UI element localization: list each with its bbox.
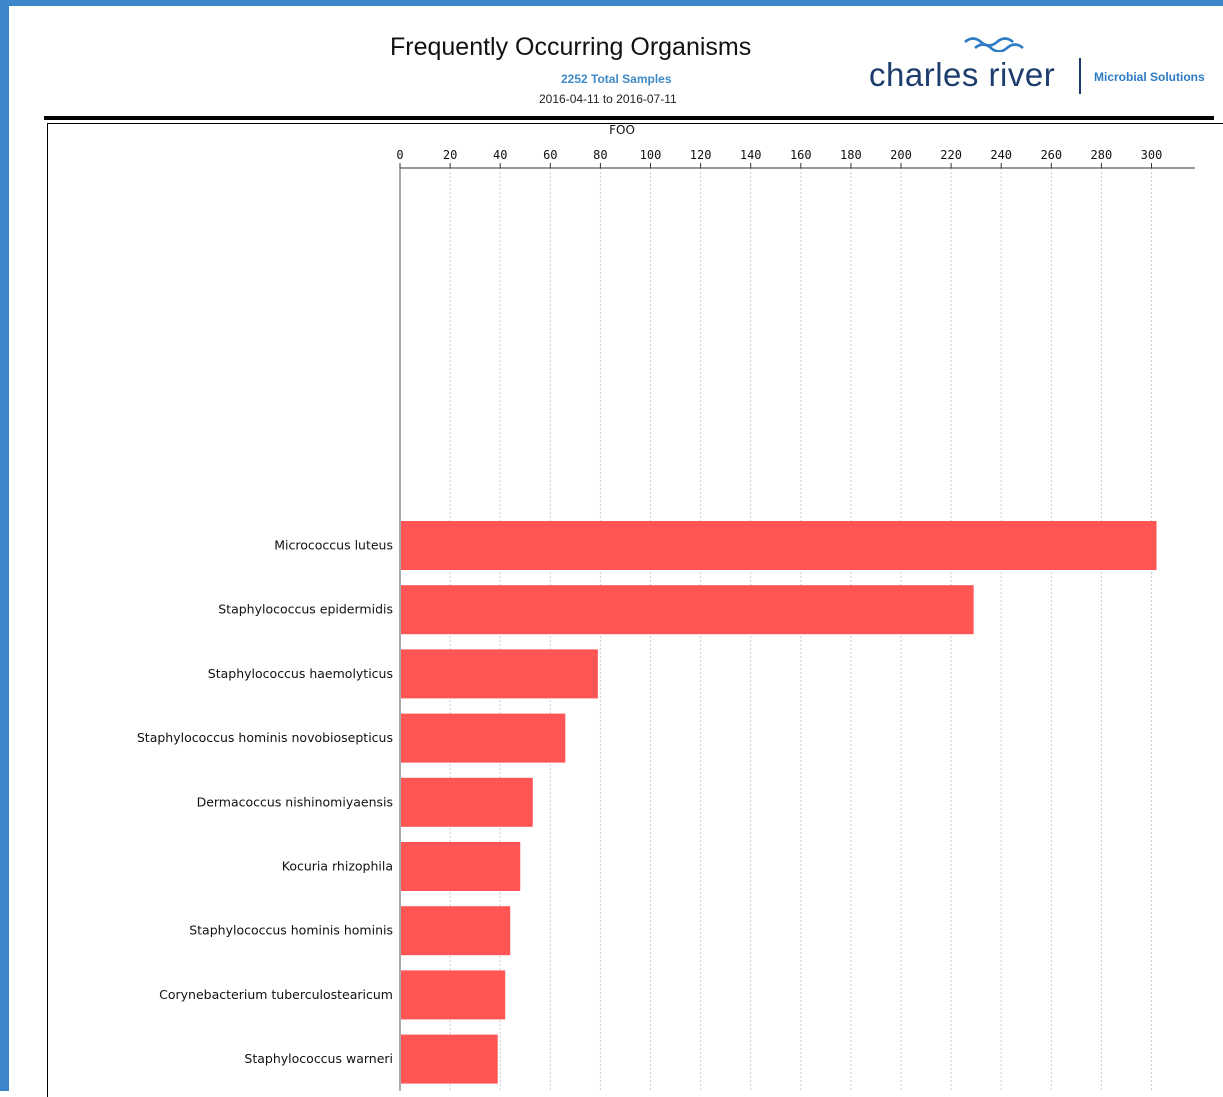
category-label: Dermacoccus nishinomiyaensis: [197, 794, 393, 809]
category-label: Staphylococcus hominis hominis: [189, 923, 393, 938]
bar: [401, 906, 511, 956]
bar: [401, 713, 566, 763]
category-label: Corynebacterium tuberculostearicum: [159, 987, 393, 1002]
category-label: Staphylococcus warneri: [244, 1051, 393, 1066]
x-tick-label: 300: [1141, 148, 1163, 162]
x-tick-label: 200: [890, 148, 912, 162]
bar: [401, 842, 521, 891]
brand-logo: charles river Microbial Solutions: [867, 34, 1223, 98]
total-samples-count: 2252 Total Samples: [561, 72, 672, 86]
category-label: Staphylococcus hominis novobiosepticus: [137, 730, 393, 745]
x-tick-label: 180: [840, 148, 862, 162]
x-tick-label: 100: [640, 148, 662, 162]
category-label: Micrococcus luteus: [274, 538, 393, 553]
axes: 0 20 40 60 80 100 120 140 160 180 200 220 240 260 280 3…: [137, 148, 1195, 1091]
bar: [401, 777, 533, 827]
x-tick-label: 160: [790, 148, 812, 162]
x-tick-label: 120: [690, 148, 712, 162]
x-tick-label: 280: [1091, 148, 1113, 162]
report-title: Frequently Occurring Organisms: [390, 33, 752, 61]
x-tick-label: 260: [1040, 148, 1062, 162]
x-tick-label: 140: [740, 148, 762, 162]
chart-panel: [47, 123, 1223, 1097]
category-label: Staphylococcus epidermidis: [218, 602, 393, 617]
x-tick-label: 240: [990, 148, 1012, 162]
x-tick-label: 0: [396, 148, 403, 162]
waves-logo-icon: [964, 37, 1024, 52]
logo-wordmark: charles river: [869, 56, 1056, 93]
bar: [401, 1034, 498, 1084]
bar: [401, 521, 1157, 570]
bar: [401, 585, 974, 635]
bars: [401, 521, 1157, 1084]
bar: [401, 649, 598, 699]
logo-tagline: Microbial Solutions: [1094, 70, 1205, 84]
x-tick-label: 20: [443, 148, 457, 162]
category-label: Staphylococcus haemolyticus: [208, 666, 393, 681]
date-range: 2016-04-11 to 2016-07-11: [539, 92, 677, 106]
header-divider: [44, 116, 1214, 120]
bar: [401, 970, 506, 1020]
category-label: Kocuria rhizophila: [282, 859, 393, 874]
x-axis-title: FOO: [609, 123, 635, 137]
x-tick-label: 220: [940, 148, 962, 162]
x-tick-label: 60: [543, 148, 557, 162]
x-tick-label: 80: [593, 148, 607, 162]
x-tick-label: 40: [493, 148, 507, 162]
logo-divider: [1079, 58, 1081, 94]
